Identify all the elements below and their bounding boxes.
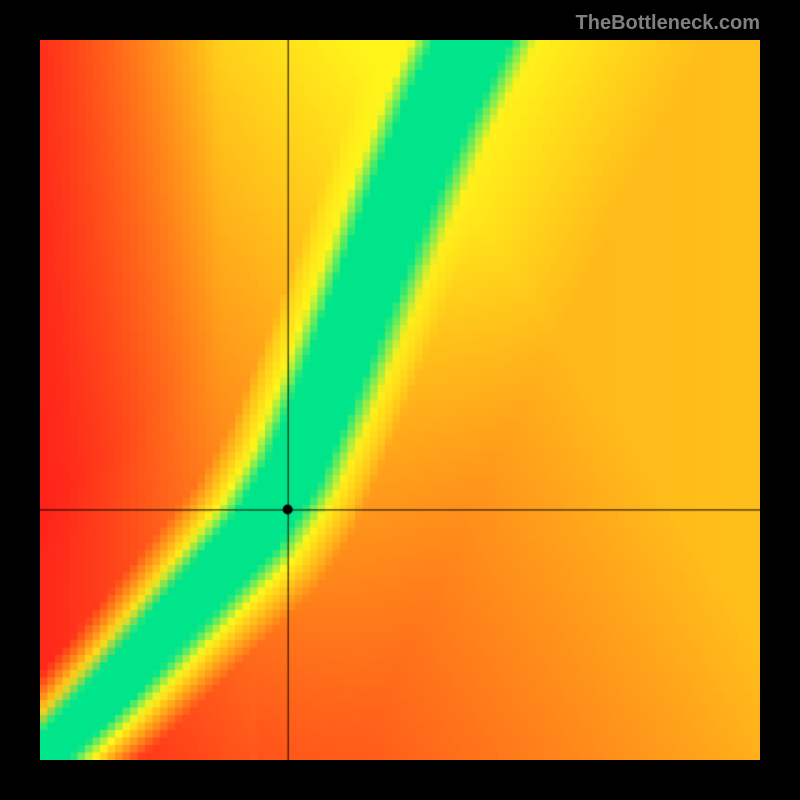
heatmap-canvas — [40, 40, 760, 760]
heatmap-plot — [40, 40, 760, 760]
attribution-text: TheBottleneck.com — [576, 12, 760, 35]
